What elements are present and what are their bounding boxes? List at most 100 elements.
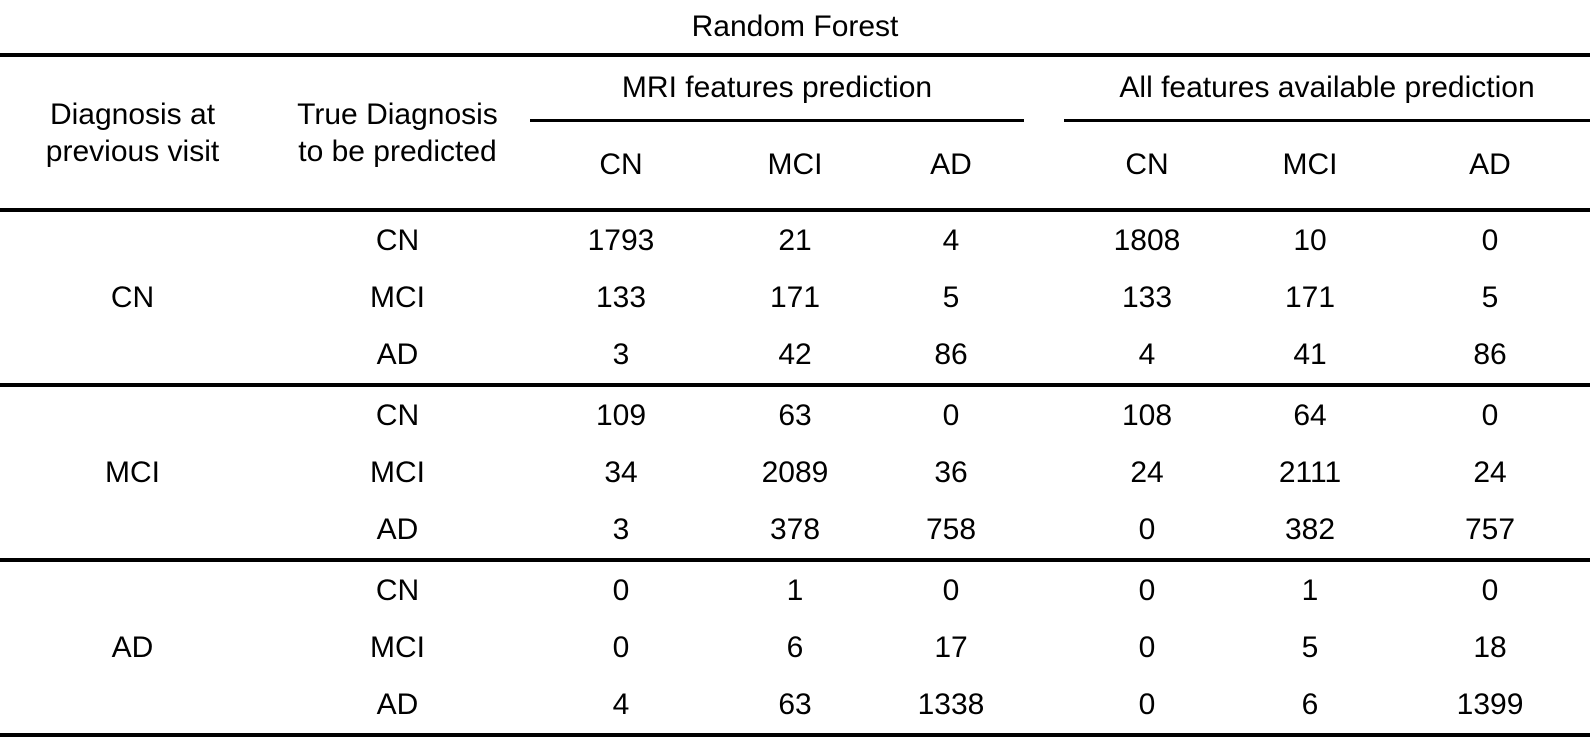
data-cell: 63 <box>712 676 878 737</box>
data-cell: 0 <box>1138 630 1156 664</box>
data-cell: 2111 <box>1278 455 1342 489</box>
data-cell: 5 <box>1481 280 1499 314</box>
data-cell: 1399 <box>1390 676 1590 737</box>
group-header-all-features: All features available prediction <box>1064 55 1590 122</box>
data-cell: 36 <box>934 455 968 489</box>
true-diagnosis-cell: CN <box>265 383 530 444</box>
data-cell: 41 <box>1293 337 1327 371</box>
sub-header-row: CN MCI AD CN MCI AD <box>0 120 1590 212</box>
data-cell: 109 <box>530 383 712 444</box>
table-row: AD 3 378 758 0 382 757 <box>0 501 1590 560</box>
data-cell: 24 <box>1473 455 1507 489</box>
data-cell: 18 <box>1473 630 1507 664</box>
table-row: AD 3 42 86 4 41 86 <box>0 326 1590 385</box>
title-row: Random Forest <box>0 0 1590 57</box>
data-cell: 3 <box>612 337 630 371</box>
true-diagnosis-cell: AD <box>376 512 419 546</box>
data-cell: 1338 <box>878 676 1024 737</box>
section-label-mci: MCI <box>0 383 265 560</box>
data-cell: 108 <box>1064 383 1230 444</box>
col-header-all-mci: MCI <box>1230 120 1390 212</box>
data-cell: 64 <box>1230 383 1390 444</box>
col-header-mri-cn: CN <box>530 120 712 212</box>
data-cell: 0 <box>1390 558 1590 619</box>
data-cell: 86 <box>1473 337 1507 371</box>
table-row: MCI 34 2089 36 24 2111 24 <box>0 444 1590 501</box>
true-diagnosis-cell: AD <box>376 337 419 371</box>
group-header-row: Diagnosis at previous visit True Diagnos… <box>0 55 1590 212</box>
col-header-mri-ad: AD <box>878 120 1024 212</box>
table-row: AD CN 0 1 0 0 1 0 <box>0 558 1590 737</box>
true-diagnosis-cell: MCI <box>370 280 425 314</box>
col-header-all-cn: CN <box>1064 120 1230 212</box>
col-header-all-ad: AD <box>1390 120 1590 212</box>
data-cell: 0 <box>1138 512 1156 546</box>
data-cell: 42 <box>778 337 812 371</box>
data-cell: 171 <box>769 280 821 314</box>
group-header-mri: MRI features prediction <box>530 55 1024 122</box>
data-cell: 24 <box>1130 455 1164 489</box>
data-cell: 4 <box>530 676 712 737</box>
true-diagnosis-cell: CN <box>265 558 530 619</box>
data-cell: 133 <box>595 280 647 314</box>
table-row: MCI CN 109 63 0 108 64 0 <box>0 383 1590 560</box>
data-cell: 4 <box>1138 337 1156 371</box>
group-gap <box>1024 619 1064 676</box>
group-gap <box>1024 444 1064 501</box>
group-gap <box>1024 269 1064 326</box>
data-cell: 5 <box>942 280 960 314</box>
group-gap <box>1024 501 1064 560</box>
data-cell: 0 <box>878 383 1024 444</box>
true-diagnosis-cell: AD <box>265 676 530 737</box>
table-row: MCI 133 171 5 133 171 5 <box>0 269 1590 326</box>
true-diagnosis-cell: CN <box>375 223 420 257</box>
data-cell: 757 <box>1464 512 1516 546</box>
table-title: Random Forest <box>0 0 1590 57</box>
data-cell: 86 <box>934 337 968 371</box>
col-header-true-diagnosis: True Diagnosis to be predicted <box>265 55 530 212</box>
data-cell: 0 <box>1064 676 1230 737</box>
group-gap <box>1024 558 1064 619</box>
group-gap <box>1024 210 1064 269</box>
data-cell: 4 <box>942 223 960 257</box>
table-row: MCI 0 6 17 0 5 18 <box>0 619 1590 676</box>
data-cell: 63 <box>712 383 878 444</box>
data-cell: 1 <box>712 558 878 619</box>
data-cell: 17 <box>934 630 968 664</box>
group-gap <box>1024 55 1064 121</box>
data-cell: 758 <box>925 512 977 546</box>
data-cell: 0 <box>1481 223 1499 257</box>
col-header-prev-diagnosis: Diagnosis at previous visit <box>0 55 265 212</box>
table-row: AD 4 63 1338 0 6 1399 <box>0 676 1590 737</box>
data-cell: 0 <box>878 558 1024 619</box>
group-gap <box>1024 383 1064 444</box>
col-header-mri-mci: MCI <box>712 120 878 212</box>
data-cell: 171 <box>1284 280 1336 314</box>
data-cell: 133 <box>1121 280 1173 314</box>
section-label-ad: AD <box>0 558 265 737</box>
data-cell: 3 <box>612 512 630 546</box>
true-diagnosis-cell: MCI <box>370 455 425 489</box>
true-diagnosis-cell: MCI <box>370 630 425 664</box>
data-cell: 2089 <box>761 455 829 489</box>
data-cell: 0 <box>1390 383 1590 444</box>
data-cell: 382 <box>1284 512 1336 546</box>
data-cell: 5 <box>1301 630 1319 664</box>
group-gap <box>1024 120 1064 212</box>
section-label-cn: CN <box>110 281 155 314</box>
table-row: CN CN 1793 21 4 1808 10 0 <box>0 210 1590 315</box>
data-cell: 0 <box>1064 558 1230 619</box>
data-cell: 1793 <box>587 223 655 257</box>
data-cell: 21 <box>778 223 812 257</box>
data-cell: 10 <box>1293 223 1327 257</box>
group-gap <box>1024 326 1064 385</box>
random-forest-confusion-table: Random Forest Diagnosis at previous visi… <box>0 0 1590 737</box>
data-cell: 1808 <box>1113 223 1181 257</box>
data-cell: 378 <box>769 512 821 546</box>
data-cell: 1 <box>1230 558 1390 619</box>
data-cell: 34 <box>604 455 638 489</box>
data-cell: 6 <box>1230 676 1390 737</box>
data-cell: 6 <box>786 630 804 664</box>
group-gap <box>1024 676 1064 737</box>
